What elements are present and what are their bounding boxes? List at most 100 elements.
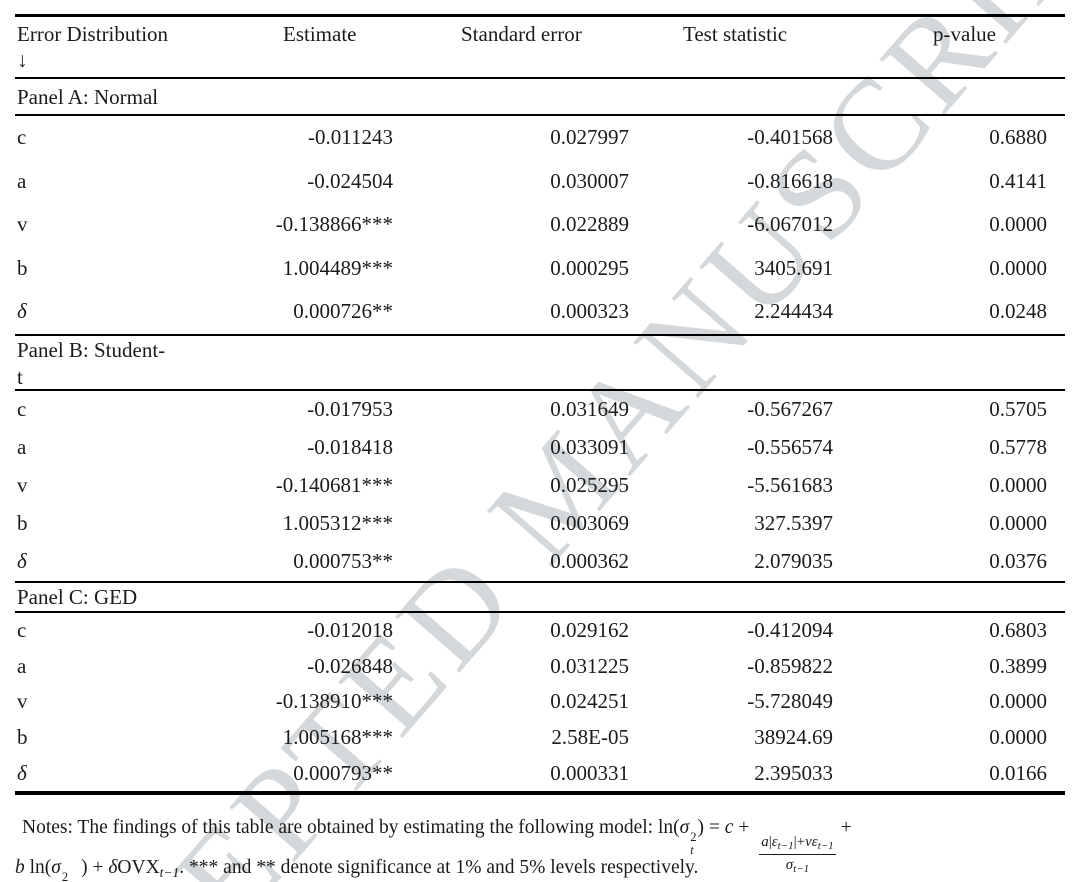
param-cell: c	[17, 617, 27, 642]
estimate-cell: 1.005168***	[282, 725, 393, 750]
estimate-cell: 1.004489***	[282, 255, 393, 280]
test-stat-cell: -5.561683	[747, 473, 833, 497]
panel-c-label-text: Panel C: GED	[17, 584, 138, 609]
p-value-cell: 0.5705	[989, 397, 1047, 421]
estimate-cell: 1.005312***	[282, 511, 393, 535]
formula-fraction: a|εt−1|+vεt−1 σt−1	[759, 833, 836, 876]
notes-line-1: Notes: The findings of this table are ob…	[22, 817, 852, 876]
p-value-cell: 0.4141	[989, 168, 1047, 193]
std-error-cell: 0.030007	[550, 168, 629, 193]
estimate-cell: -0.018418	[307, 435, 393, 459]
std-error-cell: 0.029162	[550, 617, 629, 642]
std-error-cell: 0.033091	[550, 435, 629, 459]
std-error-cell: 0.024251	[550, 689, 629, 714]
test-stat-cell: -0.859822	[747, 653, 833, 678]
formula-sigma-t1-squared: 2t−1	[61, 870, 69, 882]
p-value-cell: 0.6880	[989, 125, 1047, 150]
std-error-cell: 0.025295	[550, 473, 629, 497]
table-header: Error Distribution ↓ Estimate Standard er…	[15, 17, 1065, 79]
std-error-cell: 0.031649	[550, 397, 629, 421]
std-error-cell: 0.000295	[550, 255, 629, 280]
p-value-cell: 0.0000	[989, 212, 1047, 237]
test-stat-cell: 327.5397	[754, 511, 833, 535]
estimate-cell: 0.000753**	[293, 549, 393, 573]
test-stat-cell: -6.067012	[747, 212, 833, 237]
param-cell: δ	[17, 761, 27, 786]
p-value-cell: 0.6803	[989, 617, 1047, 642]
table-row: δ 0.000753** 0.000362 2.079035 0.0376	[15, 543, 1065, 581]
panel-c-section: Panel C: GED c -0.012018 0.029162 -0.412094…	[15, 583, 1065, 796]
notes-significance: *** and ** denote significance at 1% and…	[189, 857, 699, 878]
param-cell: δ	[17, 549, 27, 573]
p-value-cell: 0.0000	[989, 255, 1047, 280]
table-row: b 1.005168*** 2.58E-05 38924.69 0.0000	[15, 720, 1065, 756]
panel-c-label: Panel C: GED	[15, 583, 1065, 613]
table-row: v -0.138866*** 0.022889 -6.067012 0.0000	[15, 203, 1065, 247]
panel-b-label-line2: t	[17, 364, 23, 389]
estimate-cell: -0.017953	[307, 397, 393, 421]
test-stat-cell: 3405.691	[754, 255, 833, 280]
table-row: c -0.012018 0.029162 -0.412094 0.6803	[15, 613, 1065, 649]
panel-a-section: Panel A: Normal c -0.011243 0.027997 -0.401…	[15, 79, 1065, 336]
p-value-cell: 0.3899	[989, 653, 1047, 678]
test-stat-cell: -0.816618	[747, 168, 833, 193]
table-row: b 1.005312*** 0.003069 327.5397 0.0000	[15, 505, 1065, 543]
table-row: c -0.017953 0.031649 -0.567267 0.5705	[15, 391, 1065, 429]
results-table: Error Distribution ↓ Estimate Standard er…	[15, 14, 1065, 796]
table-row: v -0.140681*** 0.025295 -5.561683 0.0000	[15, 467, 1065, 505]
formula-sigma: σ	[679, 817, 690, 838]
std-error-cell: 0.027997	[550, 125, 629, 150]
panel-b-rows: c -0.017953 0.031649 -0.567267 0.5705 a -0.018…	[15, 391, 1065, 583]
param-cell: b	[17, 725, 28, 750]
fraction-denominator: σt−1	[785, 857, 810, 876]
std-error-cell: 0.000323	[550, 299, 629, 324]
header-p-value: p-value	[933, 22, 996, 46]
estimate-cell: -0.012018	[307, 617, 393, 642]
param-cell: c	[17, 397, 27, 421]
std-error-cell: 2.58E-05	[551, 725, 629, 750]
table-row: v -0.138910*** 0.024251 -5.728049 0.0000	[15, 684, 1065, 720]
table-row: a -0.026848 0.031225 -0.859822 0.3899	[15, 648, 1065, 684]
test-stat-cell: -5.728049	[747, 689, 833, 714]
panel-a-rows: c -0.011243 0.027997 -0.401568 0.6880 a -0.024…	[15, 116, 1065, 336]
test-stat-cell: 2.395033	[754, 761, 833, 786]
panel-a-label-text: Panel A: Normal	[17, 85, 159, 109]
table-row: a -0.024504 0.030007 -0.816618 0.4141	[15, 160, 1065, 204]
header-col1-text: Error Distribution	[17, 22, 169, 46]
param-cell: c	[17, 125, 27, 150]
param-cell: b	[17, 511, 28, 535]
down-arrow-icon: ↓	[17, 48, 28, 72]
panel-b-label: Panel B: Student- t	[15, 336, 1065, 391]
p-value-cell: 0.0000	[989, 473, 1047, 497]
header-estimate: Estimate	[283, 22, 357, 46]
std-error-cell: 0.031225	[550, 653, 629, 678]
p-value-cell: 0.0000	[989, 511, 1047, 535]
header-test-statistic: Test statistic	[683, 22, 788, 46]
formula-ovx: OVX	[117, 857, 160, 878]
panel-c-rows: c -0.012018 0.029162 -0.412094 0.6803 a -0.026…	[15, 613, 1065, 796]
table-row: b 1.004489*** 0.000295 3405.691 0.0000	[15, 247, 1065, 291]
param-cell: v	[17, 212, 28, 237]
table-notes: Notes: The findings of this table are ob…	[15, 805, 1077, 882]
formula-ln: ln(	[657, 817, 680, 838]
header-error-distribution: Error Distribution ↓	[15, 22, 255, 77]
table-row: c -0.011243 0.027997 -0.401568 0.6880	[15, 116, 1065, 160]
std-error-cell: 0.022889	[550, 212, 629, 237]
notes-prefix: Notes: The findings of this table are ob…	[22, 817, 658, 838]
p-value-cell: 0.0166	[989, 761, 1047, 786]
param-cell: v	[17, 473, 28, 497]
table-row: δ 0.000793** 0.000331 2.395033 0.0166	[15, 756, 1065, 792]
test-stat-cell: -0.412094	[747, 617, 833, 642]
panel-b-label-text: Panel B: Student-	[17, 337, 166, 362]
estimate-cell: -0.138910***	[275, 689, 393, 714]
formula-delta: δ	[108, 857, 118, 878]
p-value-cell: 0.0248	[989, 299, 1047, 324]
test-stat-cell: 2.079035	[754, 549, 833, 573]
formula-c: c	[724, 817, 734, 838]
table-row: δ 0.000726** 0.000323 2.244434 0.0248	[15, 290, 1065, 334]
notes-line-2: b ln(σ2t−1) + δOVXt−1. *** and ** denote…	[15, 851, 1077, 882]
param-cell: δ	[17, 299, 27, 324]
test-stat-cell: -0.401568	[747, 125, 833, 150]
p-value-cell: 0.5778	[989, 435, 1047, 459]
